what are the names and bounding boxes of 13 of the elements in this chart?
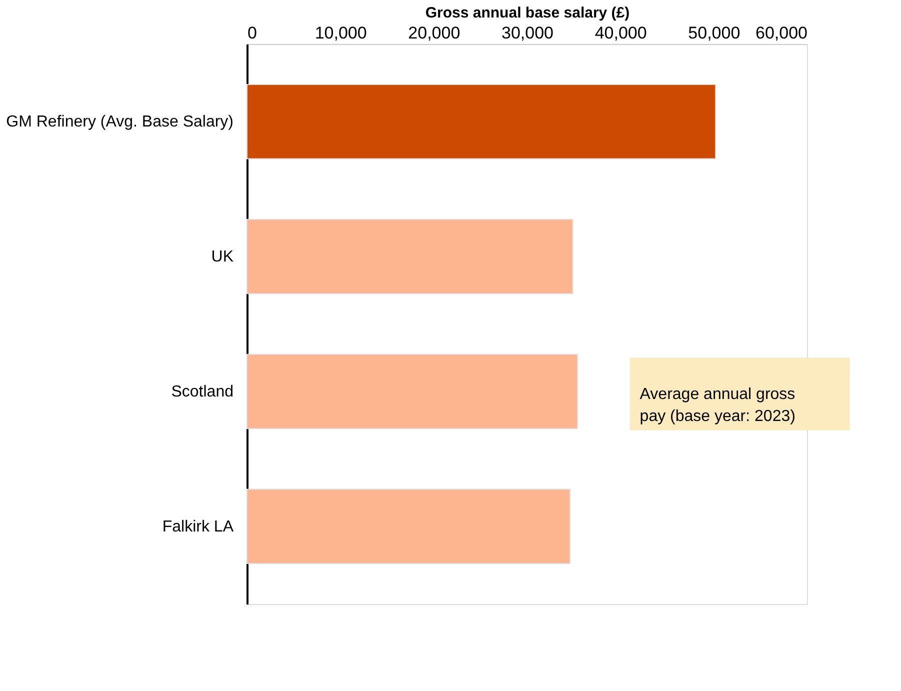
x-tick-label: 60,000 [756,24,808,42]
x-tick-label: 30,000 [502,24,554,42]
annotation: Average annual gross pay (base year: 2023) [640,386,796,425]
x-tick-label: 50,000 [688,24,740,42]
x-tick-label: 40,000 [594,24,647,42]
y-tick-label: Falkirk LA [162,518,234,536]
y-tick-label: GM Refinery (Avg. Base Salary) [6,114,234,131]
x-axis-title: Gross annual base salary (£) [425,4,630,22]
x-tick-label: 0 [248,24,257,42]
y-tick-label: Scotland [171,383,234,400]
y-tick-label: UK [211,248,234,266]
x-tick-label: 20,000 [408,24,460,42]
x-tick-label: 10,000 [314,24,367,42]
